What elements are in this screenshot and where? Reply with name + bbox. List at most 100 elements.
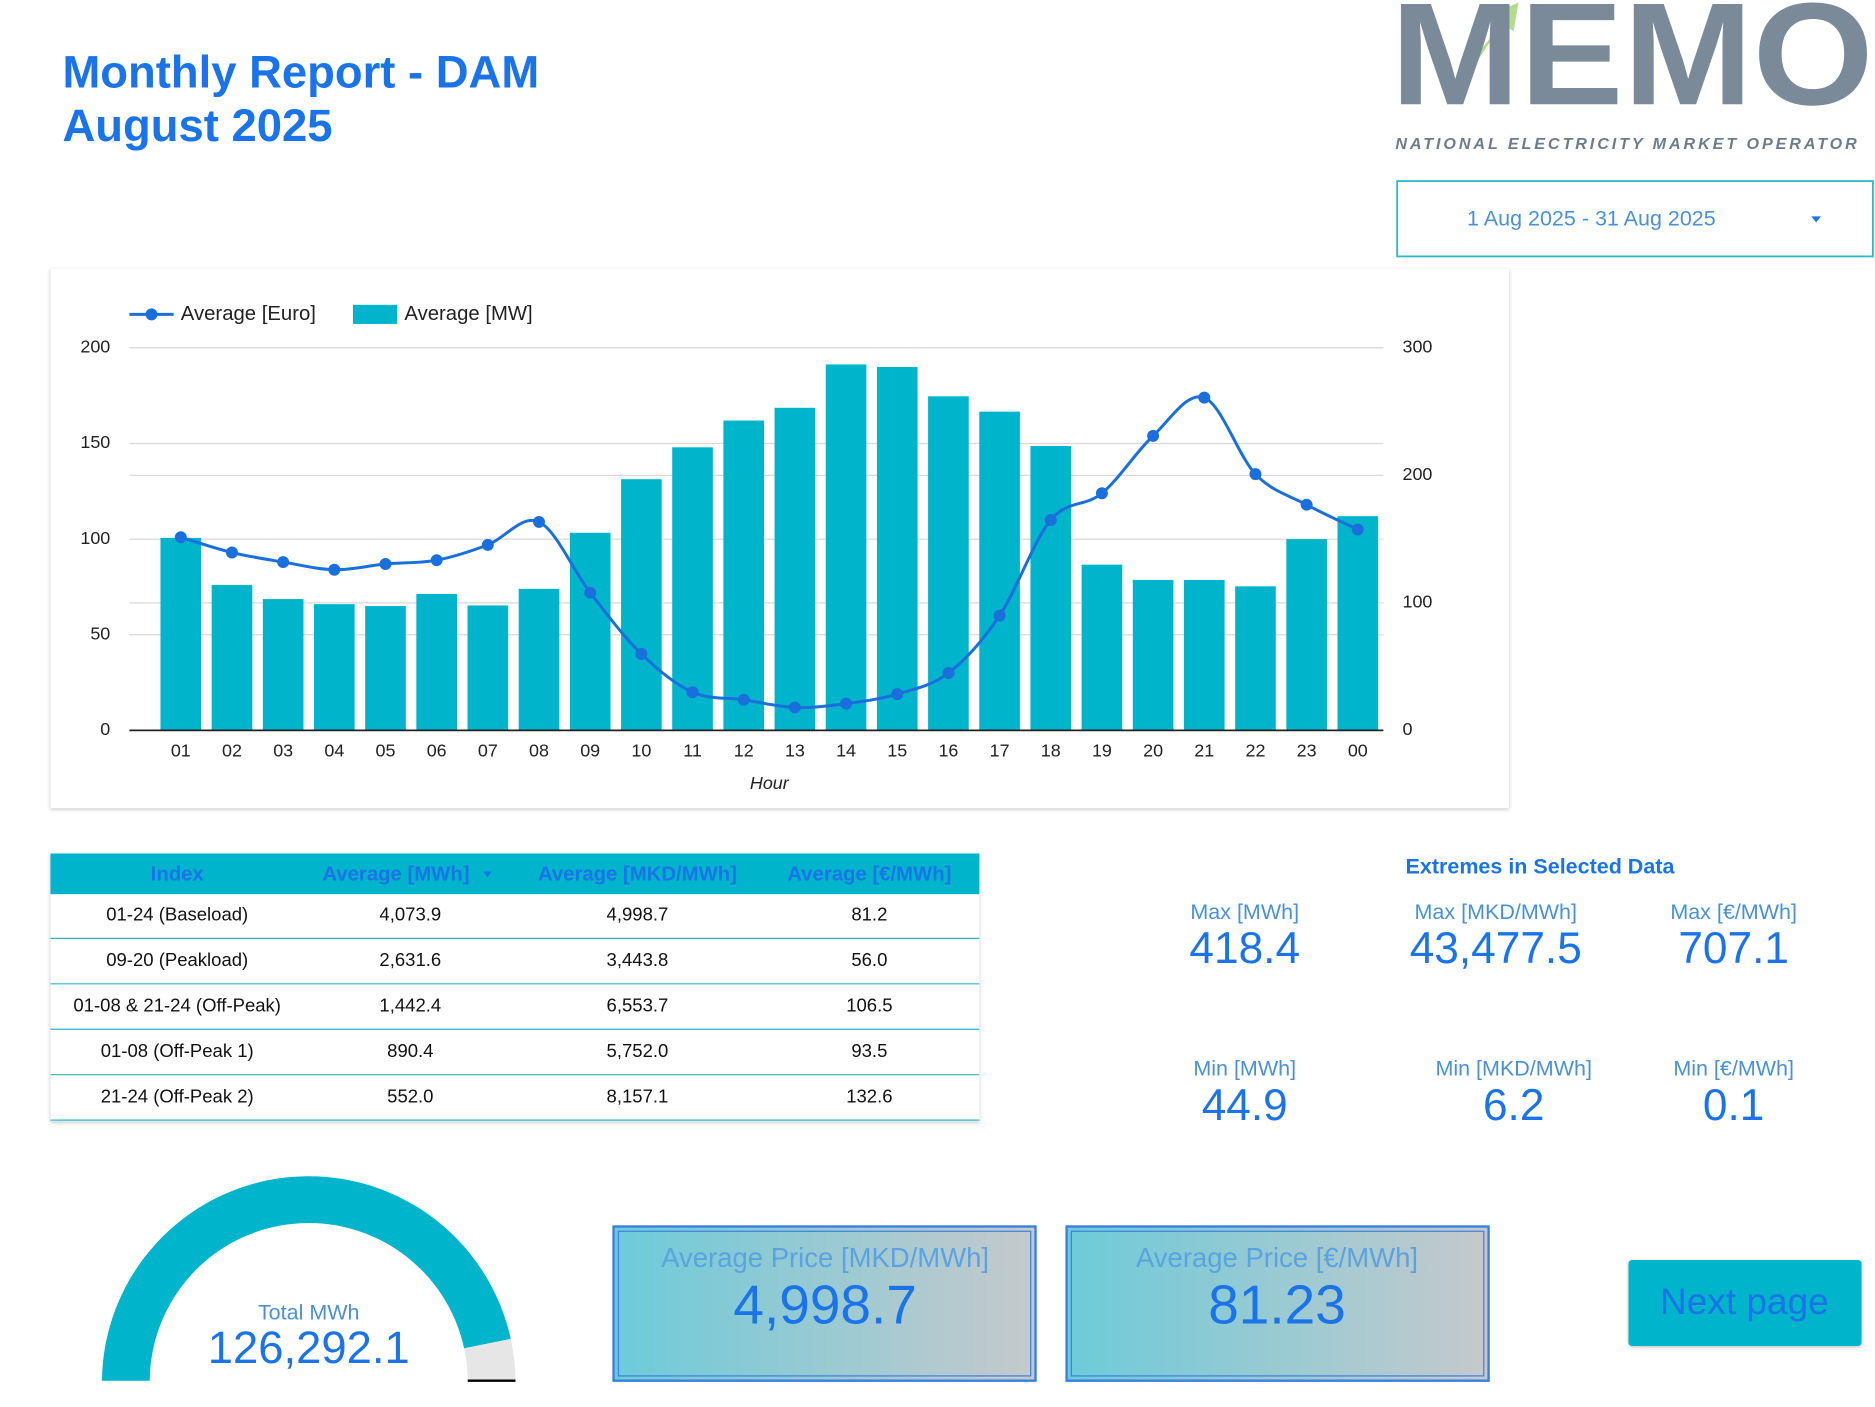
y-tick-label: 100 xyxy=(80,528,110,548)
x-tick-label: 07 xyxy=(478,741,498,761)
x-tick-label: 01 xyxy=(171,741,191,761)
x-tick-label: 17 xyxy=(990,741,1010,761)
kpi-inner-border xyxy=(617,1230,1032,1377)
bar xyxy=(365,606,406,731)
line-point xyxy=(635,647,648,660)
x-tick-label: 06 xyxy=(427,741,447,761)
bar xyxy=(1286,539,1327,731)
kpi-value: 4,998.7 xyxy=(733,1274,916,1336)
report-period: August 2025 xyxy=(62,100,332,151)
table-header-cell: Index xyxy=(151,863,205,885)
x-tick-label: 20 xyxy=(1143,741,1163,761)
date-range-text[interactable]: 1 Aug 2025 - 31 Aug 2025 xyxy=(1467,207,1716,231)
extreme-value: 6.2 xyxy=(1483,1081,1544,1130)
table: Index Average [MWh] Average [MKD/MWh] Avera… xyxy=(50,853,980,1122)
y-tick-label: 150 xyxy=(80,432,110,452)
table-header-cell: Average [MKD/MWh] xyxy=(538,863,737,885)
extreme-label: Max [MWh] xyxy=(1190,900,1299,924)
table-cell: 132.6 xyxy=(846,1085,892,1106)
bar xyxy=(723,420,765,731)
button-background[interactable] xyxy=(1628,1259,1862,1347)
table-cell: 8,157.1 xyxy=(607,1085,669,1106)
x-tick-label: 18 xyxy=(1041,741,1061,761)
date-range-box[interactable] xyxy=(1396,180,1874,258)
bar xyxy=(1235,586,1276,731)
x-tick-label: 03 xyxy=(273,741,293,761)
y2-tick-label: 0 xyxy=(1403,719,1413,739)
next-page-button[interactable]: Next page xyxy=(1628,1259,1862,1347)
y-tick-label: 50 xyxy=(90,623,110,643)
bar xyxy=(416,593,457,731)
extreme-value: 0.1 xyxy=(1703,1081,1764,1130)
y-tick-label: 0 xyxy=(100,719,110,739)
kpi-inner-border xyxy=(1070,1230,1485,1377)
gauge-label: Total MWh xyxy=(258,1300,360,1324)
x-tick-label: 11 xyxy=(683,741,702,761)
gauge-remainder xyxy=(464,1338,516,1381)
table-cell: 09-20 (Peakload) xyxy=(106,949,248,970)
legend-swatch xyxy=(353,304,398,324)
line-point xyxy=(1351,523,1364,536)
line-point xyxy=(686,686,699,699)
table-cell: 552.0 xyxy=(387,1085,433,1106)
bar xyxy=(825,364,867,731)
table-cell: 6,553.7 xyxy=(607,994,669,1015)
table-cell: 81.2 xyxy=(851,904,887,925)
line-point xyxy=(174,531,187,544)
bar xyxy=(262,599,304,731)
line-point xyxy=(788,701,801,714)
line-point xyxy=(430,554,443,567)
extreme-label: Min [MKD/MWh] xyxy=(1435,1057,1591,1081)
table-cell: 106.5 xyxy=(846,994,892,1015)
kpi-label: Average Price [€/MWh] xyxy=(1136,1242,1418,1273)
kpi-label: Average Price [MKD/MWh] xyxy=(661,1242,989,1273)
line-point xyxy=(481,538,494,551)
x-tick-label: 15 xyxy=(887,741,907,761)
bar xyxy=(569,532,611,731)
x-tick-label: 22 xyxy=(1245,741,1265,761)
table-cell: 01-08 (Off-Peak 1) xyxy=(101,1040,254,1061)
table-cell: 93.5 xyxy=(851,1040,887,1061)
y2-tick-label: 200 xyxy=(1403,464,1433,484)
extreme-label: Min [MWh] xyxy=(1193,1057,1296,1081)
x-tick-label: 10 xyxy=(631,741,651,761)
table-cell: 5,752.0 xyxy=(607,1040,669,1061)
extreme-label: Max [€/MWh] xyxy=(1670,900,1797,924)
bar xyxy=(876,366,918,731)
table-cell: 3,443.8 xyxy=(607,949,669,970)
gauge: Total MWh 126,292.1 xyxy=(101,1176,516,1382)
line-point xyxy=(533,515,546,528)
x-tick-label: 12 xyxy=(734,741,754,761)
bar xyxy=(1030,446,1072,731)
x-tick-label: 00 xyxy=(1348,741,1368,761)
bar xyxy=(621,479,662,731)
x-tick-label: 16 xyxy=(938,741,958,761)
x-axis-title: Hour xyxy=(750,773,790,793)
bar xyxy=(1081,564,1123,731)
dropdown-arrow[interactable] xyxy=(1811,216,1821,223)
x-tick-label: 14 xyxy=(836,741,856,761)
table-background xyxy=(50,853,980,1122)
line-point xyxy=(226,546,238,559)
table-header-cell: Average [€/MWh] xyxy=(787,863,951,885)
bar xyxy=(314,604,355,731)
line-point xyxy=(737,693,750,706)
table-cell: 1,442.4 xyxy=(379,994,441,1015)
table-header-background xyxy=(50,853,980,895)
y2-tick-label: 100 xyxy=(1403,592,1433,612)
kpi-value: 81.23 xyxy=(1208,1274,1346,1336)
date-range-picker[interactable]: 1 Aug 2025 - 31 Aug 2025 xyxy=(1396,180,1874,258)
x-tick-label: 13 xyxy=(785,741,805,761)
button-label[interactable]: Next page xyxy=(1660,1280,1829,1322)
extreme-label: Min [€/MWh] xyxy=(1673,1057,1794,1081)
legend-swatch-dot xyxy=(145,308,158,321)
logo: MEMO NATIONAL ELECTRICITY MARKET OPERATO… xyxy=(1391,0,1874,153)
bar xyxy=(467,605,509,731)
sort-indicator xyxy=(483,871,492,878)
table-cell: 4,998.7 xyxy=(607,904,669,925)
line-point xyxy=(891,688,904,701)
kpi-box xyxy=(1065,1225,1490,1382)
